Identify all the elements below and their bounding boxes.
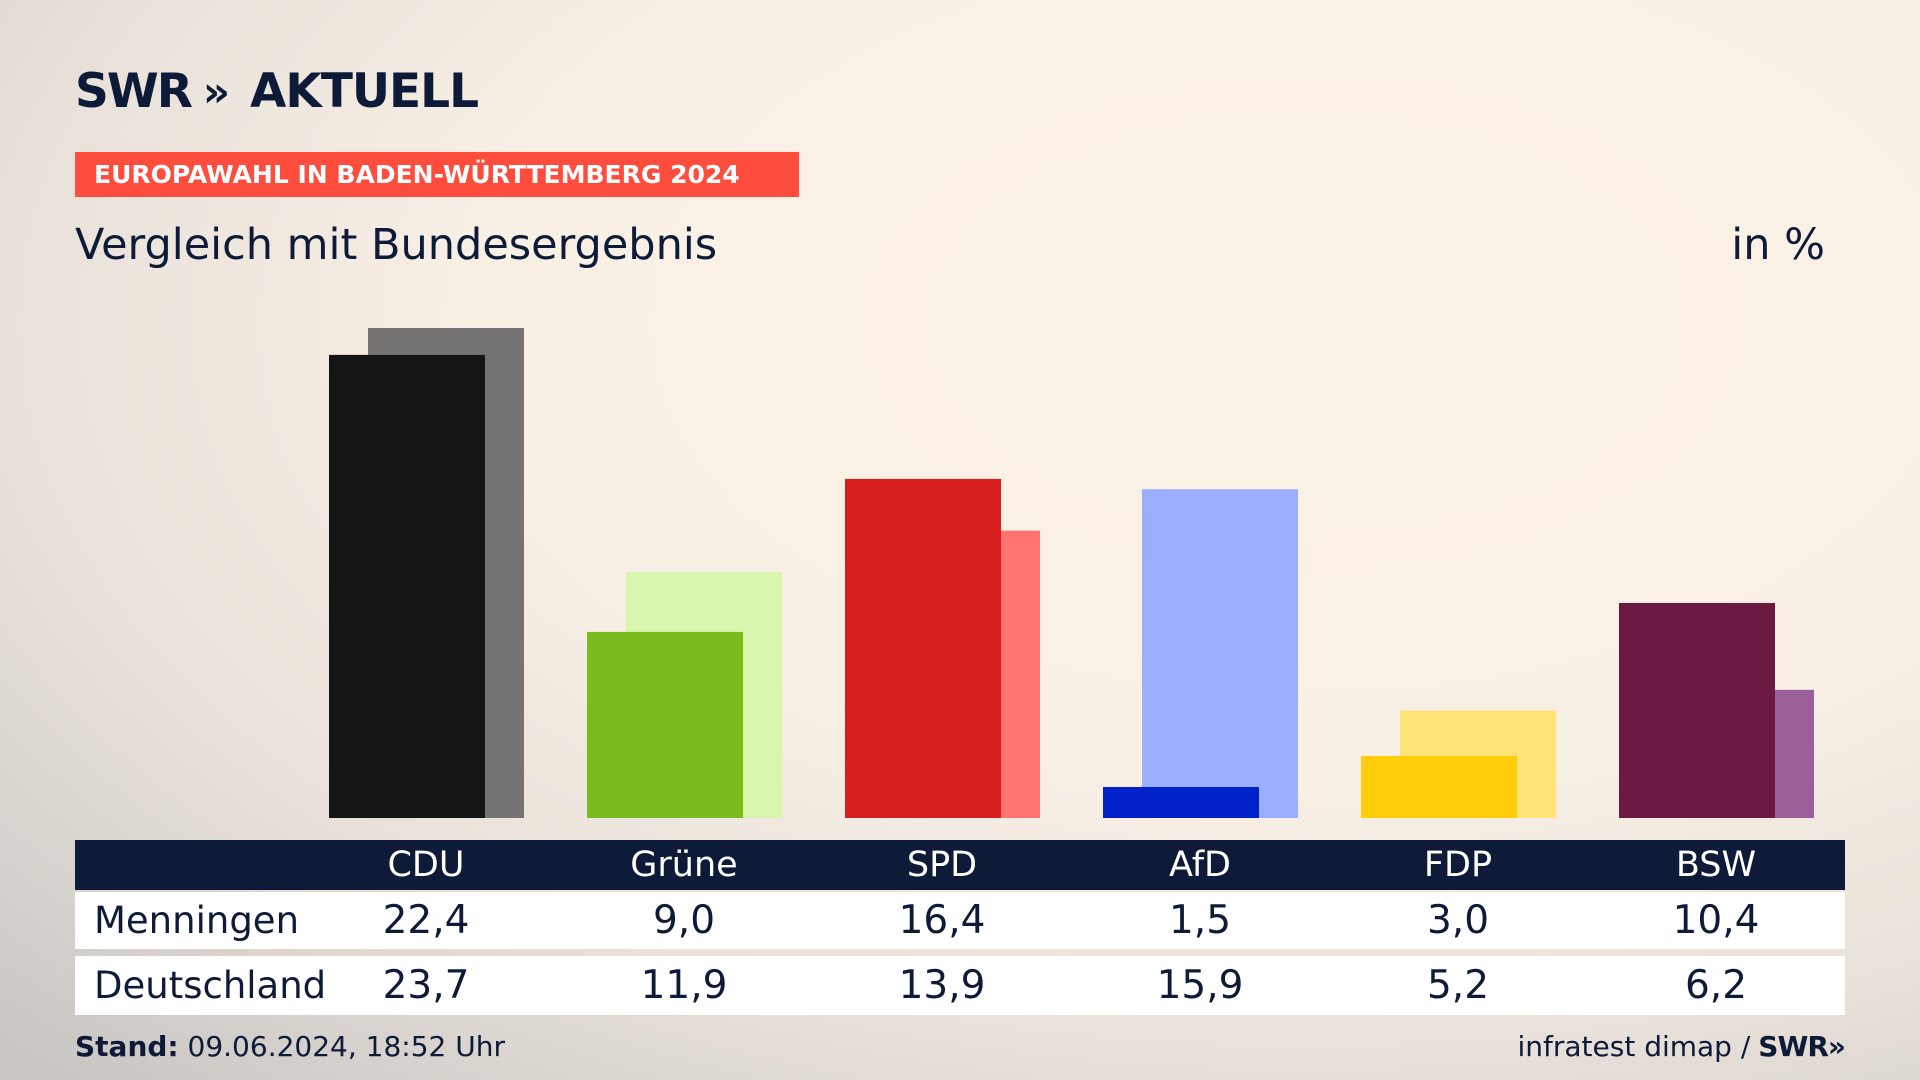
- bar-menningen-cdu: [329, 354, 485, 818]
- party-header-row: CDU Grüne SPD AfD FDP BSW: [75, 840, 1845, 890]
- value-deutschland-gruene: 11,9: [640, 963, 728, 1008]
- bar-menningen-spd: [845, 478, 1001, 818]
- value-deutschland-afd: 15,9: [1156, 963, 1244, 1008]
- value-deutschland-spd: 13,9: [898, 963, 986, 1008]
- table-row-deutschland: Deutschland 23,7 11,9 13,9 15,9 5,2 6,2: [75, 956, 1845, 1015]
- value-menningen-bsw: 10,4: [1672, 898, 1760, 943]
- bar-deutschland-afd: [1142, 489, 1298, 818]
- party-header-gruene: Grüne: [630, 845, 738, 885]
- party-header-cdu: CDU: [387, 845, 465, 885]
- logo-swr-text: SWR: [75, 64, 193, 119]
- party-header-spd: SPD: [906, 845, 978, 885]
- timestamp: Stand: 09.06.2024, 18:52 Uhr: [75, 1030, 505, 1063]
- value-deutschland-bsw: 6,2: [1684, 963, 1748, 1008]
- bar-menningen-gruene: [587, 631, 743, 818]
- bar-menningen-bsw: [1619, 602, 1775, 818]
- unit-label: in %: [1731, 220, 1825, 270]
- row-label-menningen: Menningen: [94, 899, 300, 942]
- value-menningen-gruene: 9,0: [652, 898, 716, 943]
- row-label-deutschland: Deutschland: [94, 964, 327, 1007]
- source-credit: infratest dimap / SWR»: [1517, 1030, 1846, 1063]
- party-header-bsw: BSW: [1675, 845, 1757, 885]
- stand-value: 09.06.2024, 18:52 Uhr: [187, 1030, 505, 1063]
- election-banner: EUROPAWAHL IN BADEN-WÜRTTEMBERG 2024: [75, 152, 799, 197]
- value-menningen-afd: 1,5: [1168, 898, 1232, 943]
- bar-chart: [329, 328, 1814, 818]
- bar-menningen-fdp: [1361, 755, 1517, 818]
- logo-aktuell-text: AKTUELL: [250, 64, 479, 119]
- value-deutschland-fdp: 5,2: [1426, 963, 1490, 1008]
- source-text: infratest dimap /: [1517, 1030, 1751, 1063]
- value-deutschland-cdu: 23,7: [382, 963, 470, 1008]
- chart-subtitle: Vergleich mit Bundesergebnis: [75, 220, 718, 270]
- value-menningen-cdu: 22,4: [382, 898, 470, 943]
- swr-small-logo: SWR»: [1758, 1030, 1846, 1063]
- swr-aktuell-logo: SWR » AKTUELL: [75, 64, 479, 119]
- table-row-menningen: Menningen 22,4 9,0 16,4 1,5 3,0 10,4: [75, 892, 1845, 949]
- bar-menningen-afd: [1103, 786, 1259, 818]
- party-header-afd: AfD: [1169, 845, 1231, 885]
- value-menningen-fdp: 3,0: [1426, 898, 1490, 943]
- value-menningen-spd: 16,4: [898, 898, 986, 943]
- stand-label: Stand:: [75, 1030, 179, 1063]
- party-header-fdp: FDP: [1423, 845, 1493, 885]
